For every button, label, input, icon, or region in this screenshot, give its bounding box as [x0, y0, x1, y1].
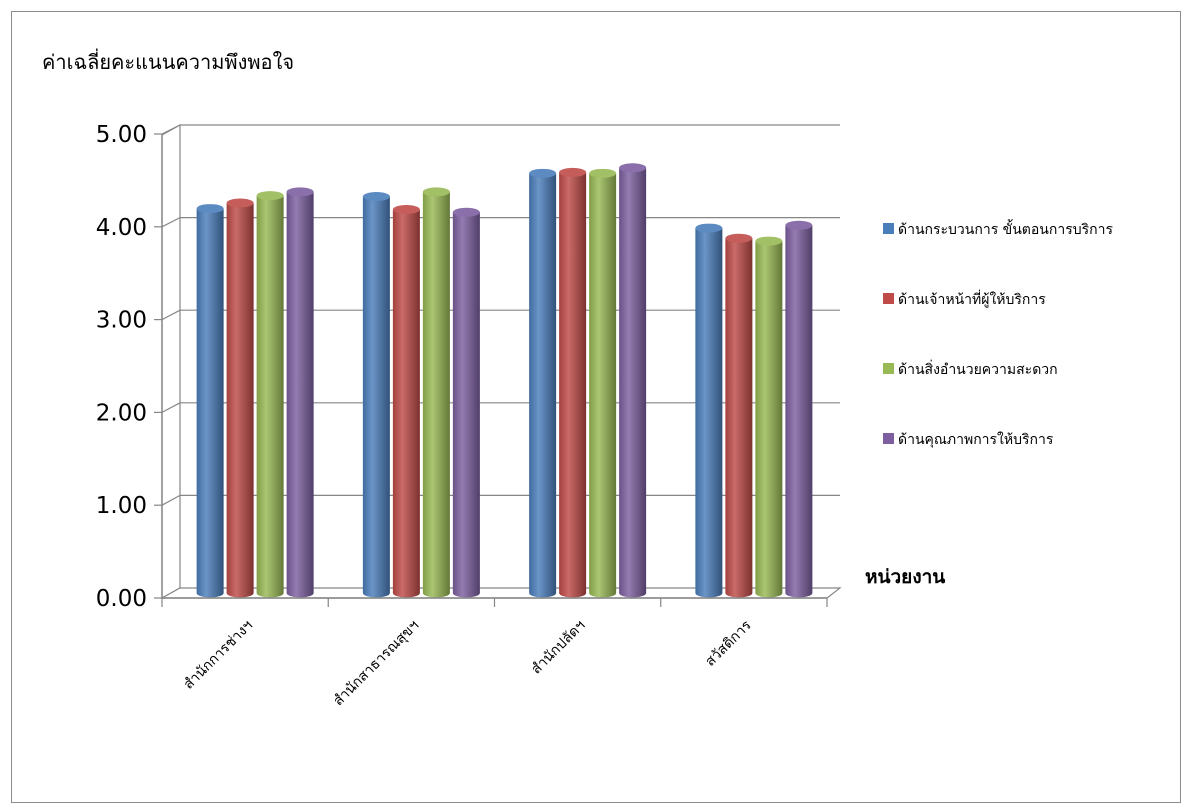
bar — [392, 205, 420, 598]
bar-top — [452, 207, 480, 217]
bar-body — [362, 196, 390, 598]
bar — [256, 191, 284, 598]
gridline-diagonal — [161, 217, 181, 228]
bar-body — [695, 228, 723, 598]
bar — [785, 220, 813, 598]
bar — [422, 187, 450, 598]
bar-top — [196, 204, 224, 214]
gridline-diagonal — [161, 494, 181, 506]
gridline-diagonal — [161, 309, 181, 321]
legend-swatch — [883, 433, 894, 444]
bar-body — [286, 191, 314, 598]
bar-top — [286, 187, 314, 197]
legend-label: ด้านเจ้าหน้าที่ผู้ให้บริการ — [898, 290, 1046, 308]
bar — [695, 223, 723, 598]
bar — [529, 168, 557, 598]
bar-body — [422, 191, 450, 598]
bar-body — [725, 238, 753, 598]
bar-top — [256, 191, 284, 201]
bar — [452, 207, 480, 598]
bar-body — [619, 167, 647, 598]
bar-top — [755, 236, 783, 246]
bar-top — [226, 198, 254, 208]
legend-swatch — [883, 223, 894, 234]
y-axis-title: ค่าเฉลี่ยคะแนนความพึงพอใจ — [42, 48, 294, 74]
bar-body — [226, 203, 254, 598]
x-axis-title: หน่วยงาน — [865, 566, 945, 588]
bar-body — [392, 209, 420, 598]
bar — [559, 167, 587, 598]
legend-label: ด้านคุณภาพการให้บริการ — [898, 431, 1054, 448]
bar-top — [695, 223, 723, 233]
bar-body — [256, 195, 284, 598]
bar — [196, 204, 224, 598]
bar — [226, 198, 254, 598]
bar-top — [362, 192, 390, 202]
bar-top — [529, 168, 557, 178]
legend-swatch — [883, 363, 894, 374]
bar-body — [755, 241, 783, 598]
gridline-diagonal — [161, 124, 181, 135]
x-tick-labels: สำนักการช่างฯ สำนักสาธารณสุขฯ สำนักปลัดฯ สว… — [181, 617, 755, 709]
bar — [362, 192, 390, 598]
axes — [154, 133, 828, 607]
bar-top — [725, 233, 753, 243]
bar — [755, 236, 783, 598]
bar-body — [559, 172, 587, 598]
bar-top — [392, 205, 420, 215]
y-tick-label: 3.00 — [96, 308, 147, 334]
y-tick-label: 2.00 — [96, 400, 147, 426]
bar-top — [619, 163, 647, 173]
gridline-diagonal — [161, 402, 181, 413]
x-tick-label: สำนักปลัดฯ — [528, 618, 588, 678]
bar-body — [452, 212, 480, 598]
bar-body — [196, 208, 224, 598]
bar-top — [785, 220, 813, 230]
x-tick-label: สำนักการช่างฯ — [181, 618, 256, 693]
x-tick-label: สวัสดิการ — [702, 617, 755, 670]
y-tick-label: 0.00 — [96, 586, 147, 612]
y-tick-label: 1.00 — [96, 493, 147, 519]
chart-frame: 0.00 1.00 2.00 3.00 4.00 5.00 สำนักการช่างฯ สำ… — [11, 11, 1181, 803]
legend: ด้านกระบวนการ ขั้นตอนการบริการด้านเจ้าหน… — [883, 219, 1113, 448]
bar — [725, 233, 753, 598]
bar — [286, 187, 314, 598]
legend-label: ด้านกระบวนการ ขั้นตอนการบริการ — [898, 219, 1113, 238]
bar-top — [422, 187, 450, 197]
bar — [619, 163, 647, 598]
bar-top — [589, 168, 617, 178]
bar-body — [529, 173, 557, 598]
bar-chart: 0.001.002.003.004.005.00 สำนักการช่างฯ สำ… — [42, 48, 1113, 709]
bar-top — [559, 167, 587, 177]
bar-body — [589, 173, 617, 598]
y-tick-labels: 0.00 1.00 2.00 3.00 4.00 5.00 — [96, 122, 147, 612]
side-wall — [161, 123, 181, 600]
legend-swatch — [883, 293, 894, 304]
x-tick-label: สำนักสาธารณสุขฯ — [330, 618, 422, 710]
bar-body — [785, 225, 813, 598]
y-tick-label: 5.00 — [96, 122, 147, 148]
bars — [196, 163, 813, 598]
bar — [589, 168, 617, 598]
legend-label: ด้านสิ่งอำนวยความสะดวก — [898, 360, 1058, 378]
y-tick-label: 4.00 — [96, 215, 147, 241]
